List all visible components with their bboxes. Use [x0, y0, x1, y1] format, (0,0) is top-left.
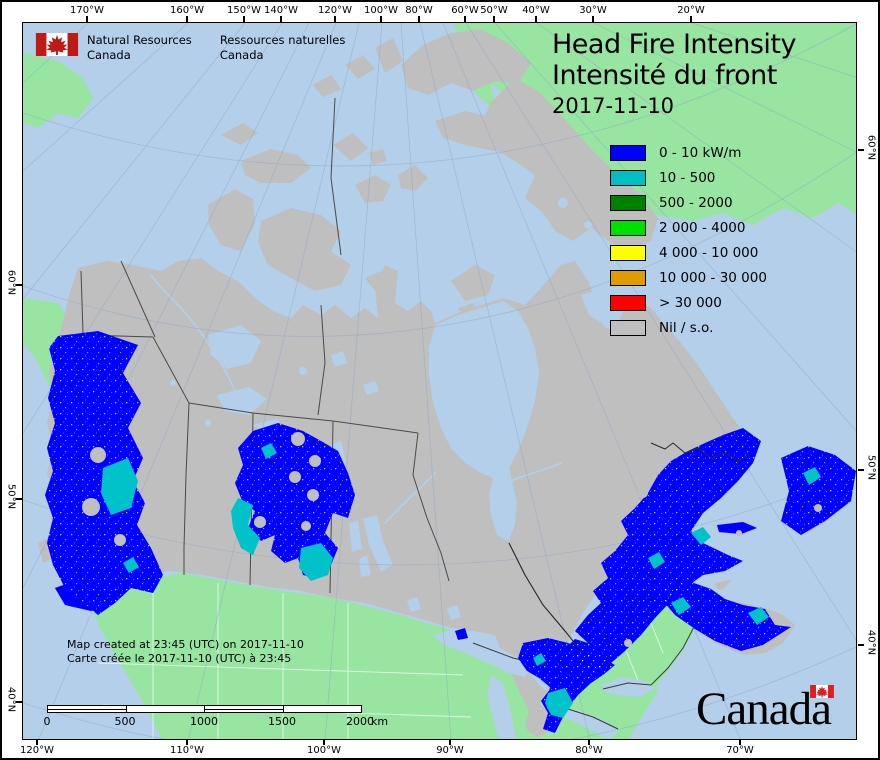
legend-item: 2 000 - 4000 — [610, 215, 767, 240]
title-fr: Intensité du front — [552, 60, 777, 91]
created-note-en: Map created at 23:45 (UTC) on 2017-11-10 — [67, 638, 304, 651]
legend-label: 4 000 - 10 000 — [659, 244, 759, 261]
borders-over-fire — [508, 442, 750, 652]
lat-label: 60°N — [5, 269, 17, 296]
scale-bar-labels: 0 500 1000 1500 2000 km — [43, 715, 389, 728]
lat-label: 60°N — [865, 134, 877, 161]
agency-name-fr: Ressources naturelles Canada — [219, 33, 346, 62]
scale-unit: km — [371, 715, 389, 728]
legend-item: 500 - 2000 — [610, 190, 767, 215]
scale-bar-graphic — [47, 705, 362, 713]
wordmark-flag-icon — [810, 685, 834, 698]
agency-name-en: Natural Resources Canada — [87, 33, 192, 62]
legend-label: > 30 000 — [659, 294, 722, 311]
map-area: .ocean{fill:var(--ocean);} .foreign{fill… — [22, 22, 857, 740]
legend-item: 0 - 10 kW/m — [610, 140, 767, 165]
lon-label: 70°W — [726, 745, 754, 756]
legend-swatch — [610, 144, 646, 161]
lat-label: 40°N — [5, 686, 17, 713]
lon-label: 150°W — [227, 5, 261, 16]
lon-label: 80°W — [405, 5, 433, 16]
lon-label: 100°W — [364, 5, 398, 16]
legend-label: 2 000 - 4000 — [659, 219, 746, 236]
us-state-borders — [97, 578, 664, 739]
fire-intensity-layer — [45, 331, 856, 733]
legend-label: Nil / s.o. — [659, 319, 714, 336]
lon-label: 170°W — [70, 5, 104, 16]
canada-wordmark: Canada — [696, 685, 834, 733]
lat-label: 40°N — [865, 629, 877, 656]
fire-nil-holes — [82, 432, 822, 647]
title-en: Head Fire Intensity — [552, 29, 796, 60]
lon-label: 40°W — [522, 5, 550, 16]
lon-label: 80°W — [575, 745, 603, 756]
fire-cyan-patches — [101, 443, 821, 718]
legend-label: 10 - 500 — [659, 169, 716, 186]
lon-label: 110°W — [170, 745, 204, 756]
lon-label: 60°W — [451, 5, 479, 16]
legend-swatch — [610, 294, 646, 311]
legend-item: Nil / s.o. — [610, 315, 767, 340]
canada-flag-icon — [35, 33, 79, 56]
legend-label: 0 - 10 kW/m — [659, 144, 742, 161]
legend-swatch — [610, 194, 646, 211]
lon-label: 20°W — [677, 5, 705, 16]
lon-label: 90°W — [436, 745, 464, 756]
legend-label: 500 - 2000 — [659, 194, 733, 211]
canada-fire-map: .ocean{fill:var(--ocean);} .foreign{fill… — [23, 23, 856, 739]
lon-label: 120°W — [20, 745, 54, 756]
lon-label: 30°W — [579, 5, 607, 16]
lat-label: 50°N — [5, 483, 17, 510]
title-date: 2017-11-10 — [552, 94, 675, 118]
legend-label: 10 000 - 30 000 — [659, 269, 767, 286]
lon-label: 100°W — [307, 745, 341, 756]
legend-swatch — [610, 169, 646, 186]
government-signature: Natural Resources Canada Ressources natu… — [35, 33, 373, 63]
legend-swatch — [610, 319, 646, 336]
lat-label: 50°N — [865, 454, 877, 481]
lon-label: 50°W — [480, 5, 508, 16]
map-title: Head Fire Intensity Intensité du front 2… — [552, 29, 796, 121]
scale-bar: 0 500 1000 1500 2000 km — [43, 705, 389, 729]
lon-label: 120°W — [318, 5, 352, 16]
lon-label: 140°W — [264, 5, 298, 16]
legend-item: 10 - 500 — [610, 165, 767, 190]
legend-item: > 30 000 — [610, 290, 767, 315]
legend-swatch — [610, 269, 646, 286]
legend-item: 4 000 - 10 000 — [610, 240, 767, 265]
legend-swatch — [610, 219, 646, 236]
legend-item: 10 000 - 30 000 — [610, 265, 767, 290]
map-created-note: Map created at 23:45 (UTC) on 2017-11-10… — [67, 638, 304, 666]
created-note-fr: Carte créée le 2017-11-10 (UTC) à 23:45 — [67, 652, 292, 665]
legend-swatch — [610, 244, 646, 261]
lon-label: 160°W — [170, 5, 204, 16]
legend: 0 - 10 kW/m 10 - 500 500 - 2000 2 000 - … — [610, 140, 767, 340]
graticule — [23, 23, 856, 739]
